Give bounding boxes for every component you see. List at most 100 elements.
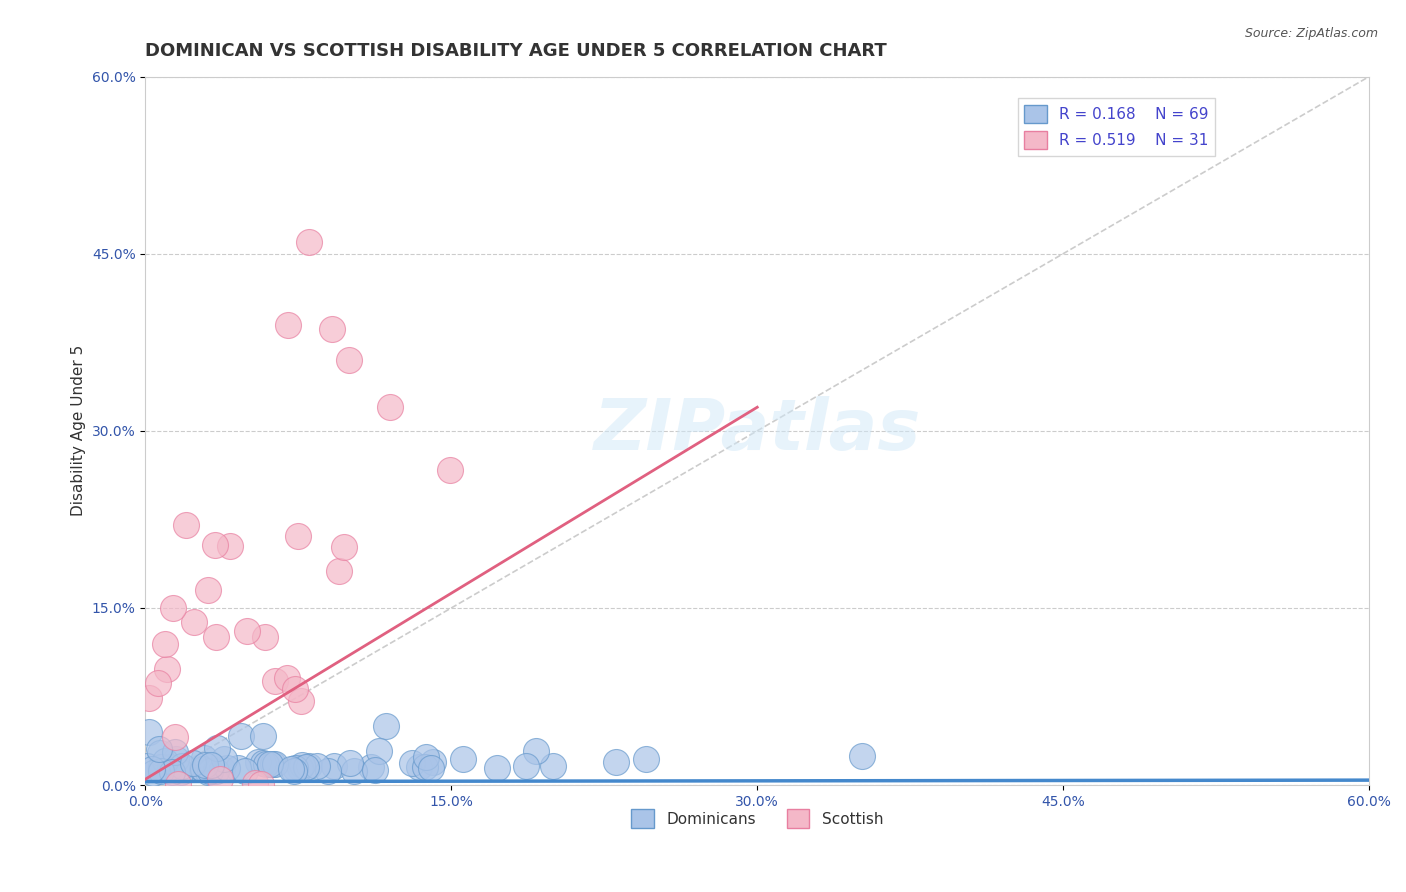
Point xyxy=(204,630,226,644)
Point xyxy=(138,725,160,739)
Point xyxy=(160,764,183,779)
Point xyxy=(298,759,321,773)
Text: ZIPatlas: ZIPatlas xyxy=(593,396,921,466)
Point xyxy=(291,758,314,772)
Point xyxy=(181,756,204,770)
Point xyxy=(378,401,401,415)
Point xyxy=(318,764,340,778)
Point xyxy=(277,318,299,332)
Point xyxy=(148,741,170,756)
Point xyxy=(363,763,385,777)
Point xyxy=(197,583,219,598)
Point xyxy=(283,764,305,778)
Point xyxy=(323,759,346,773)
Point xyxy=(280,762,302,776)
Point xyxy=(162,601,184,615)
Point xyxy=(360,760,382,774)
Point xyxy=(541,759,564,773)
Point xyxy=(176,762,198,776)
Point xyxy=(150,764,173,778)
Point xyxy=(205,764,228,778)
Point xyxy=(194,757,217,772)
Point xyxy=(146,676,169,690)
Y-axis label: Disability Age Under 5: Disability Age Under 5 xyxy=(72,345,86,516)
Point xyxy=(252,729,274,743)
Point xyxy=(339,756,361,771)
Point xyxy=(170,765,193,780)
Point xyxy=(422,755,444,769)
Point xyxy=(198,764,221,778)
Point xyxy=(197,764,219,779)
Point xyxy=(851,749,873,764)
Point xyxy=(451,752,474,766)
Point xyxy=(191,762,214,776)
Point xyxy=(207,741,229,756)
Point xyxy=(328,565,350,579)
Point xyxy=(165,752,187,766)
Point xyxy=(229,729,252,743)
Point xyxy=(290,693,312,707)
Point xyxy=(215,761,238,775)
Point xyxy=(263,674,285,689)
Point xyxy=(204,538,226,552)
Point xyxy=(163,746,186,760)
Point xyxy=(226,761,249,775)
Text: DOMINICAN VS SCOTTISH DISABILITY AGE UNDER 5 CORRELATION CHART: DOMINICAN VS SCOTTISH DISABILITY AGE UND… xyxy=(145,42,887,60)
Point xyxy=(333,540,356,554)
Point xyxy=(250,777,273,791)
Point xyxy=(218,539,240,553)
Point xyxy=(149,746,172,760)
Point xyxy=(259,757,281,772)
Point xyxy=(166,777,188,791)
Point xyxy=(367,743,389,757)
Legend: Dominicans, Scottish: Dominicans, Scottish xyxy=(626,804,890,834)
Point xyxy=(634,752,657,766)
Point xyxy=(605,755,627,769)
Point xyxy=(174,518,197,533)
Text: Source: ZipAtlas.com: Source: ZipAtlas.com xyxy=(1244,27,1378,40)
Point xyxy=(524,743,547,757)
Point xyxy=(153,754,176,768)
Point xyxy=(288,761,311,775)
Point xyxy=(200,758,222,772)
Point xyxy=(149,760,172,774)
Point xyxy=(159,760,181,774)
Point xyxy=(284,682,307,697)
Point xyxy=(408,760,430,774)
Point xyxy=(295,760,318,774)
Point xyxy=(214,752,236,766)
Point xyxy=(413,760,436,774)
Point xyxy=(190,762,212,776)
Point xyxy=(297,235,319,249)
Point xyxy=(156,662,179,676)
Point xyxy=(254,756,277,771)
Point xyxy=(236,624,259,638)
Point xyxy=(419,761,441,775)
Point xyxy=(284,761,307,775)
Point xyxy=(515,759,537,773)
Point xyxy=(183,615,205,630)
Point xyxy=(337,353,360,368)
Point xyxy=(193,751,215,765)
Point xyxy=(246,756,269,770)
Point xyxy=(254,630,277,644)
Point xyxy=(243,776,266,790)
Point xyxy=(142,765,165,780)
Point xyxy=(211,762,233,776)
Point xyxy=(485,761,508,775)
Point xyxy=(138,691,160,706)
Point xyxy=(136,759,159,773)
Point xyxy=(262,756,284,771)
Point xyxy=(401,756,423,771)
Point xyxy=(276,671,298,685)
Point xyxy=(287,529,309,543)
Point xyxy=(263,756,285,771)
Point xyxy=(375,719,398,733)
Point xyxy=(165,731,187,745)
Point xyxy=(252,756,274,771)
Point xyxy=(439,463,461,477)
Point xyxy=(155,637,177,651)
Point xyxy=(141,762,163,776)
Point xyxy=(343,764,366,778)
Point xyxy=(305,759,328,773)
